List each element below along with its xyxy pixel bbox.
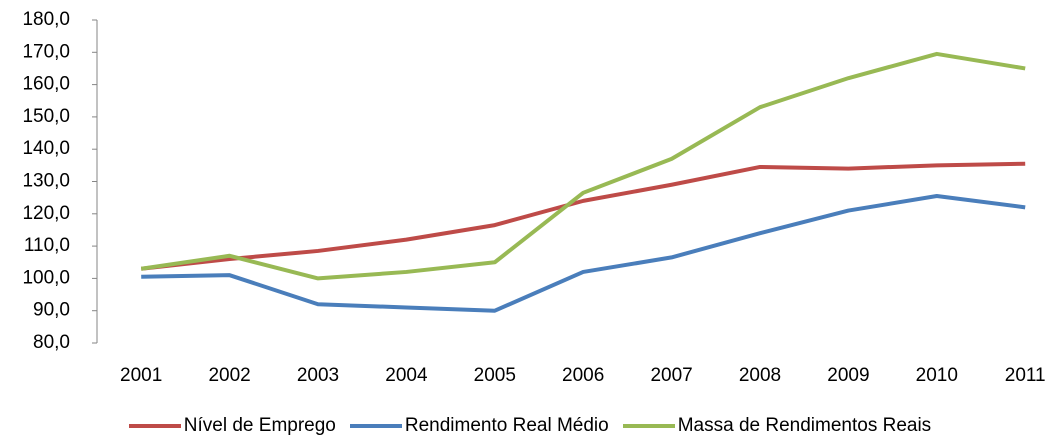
x-tick-label: 2003 — [297, 365, 339, 386]
x-tick-label: 2008 — [739, 365, 781, 386]
y-tick-label: 170,0 — [22, 41, 70, 62]
x-tick-label: 2006 — [562, 365, 604, 386]
legend: Nível de Emprego Rendimento Real Médio Mas… — [0, 415, 1060, 437]
x-tick-label: 2005 — [474, 365, 516, 386]
legend-swatch — [128, 424, 181, 428]
x-tick-label: 2004 — [385, 365, 428, 386]
legend-item: Massa de Rendimentos Reais — [622, 415, 932, 437]
series-line — [140, 51, 1026, 281]
series-line — [141, 194, 1026, 313]
chart: 80,0 90,0 100,0 110,0 120,0 130,0 140,0 150,0 16… — [22, 9, 1046, 386]
y-tick-label: 100,0 — [22, 267, 70, 288]
legend-item: Rendimento Real Médio — [349, 415, 609, 437]
y-tick-label: 160,0 — [22, 74, 70, 95]
x-tick-label: 2002 — [208, 365, 250, 386]
x-tick-label: 2010 — [916, 365, 958, 386]
y-tick-label: 120,0 — [22, 203, 70, 224]
legend-label: Nível de Emprego — [183, 415, 336, 436]
x-tick-label: 2001 — [120, 365, 162, 386]
x-tick-label: 2009 — [827, 365, 869, 386]
y-tick-label: 80,0 — [33, 332, 70, 353]
legend-swatch — [349, 424, 402, 428]
x-tick-label: 2011 — [1005, 365, 1046, 386]
legend-label: Massa de Rendimentos Reais — [677, 415, 932, 436]
y-tick-label: 130,0 — [22, 171, 70, 192]
x-tick-label: 2007 — [650, 365, 692, 386]
legend-label: Rendimento Real Médio — [404, 415, 609, 436]
y-tick-label: 180,0 — [22, 9, 70, 30]
y-tick-label: 110,0 — [24, 235, 70, 256]
y-tick-label: 140,0 — [22, 138, 70, 159]
legend-item: Nível de Emprego — [128, 415, 336, 437]
y-tick-label: 90,0 — [33, 300, 70, 321]
series-line — [140, 161, 1026, 271]
legend-swatch — [622, 424, 675, 428]
y-tick-label: 150,0 — [22, 106, 70, 127]
